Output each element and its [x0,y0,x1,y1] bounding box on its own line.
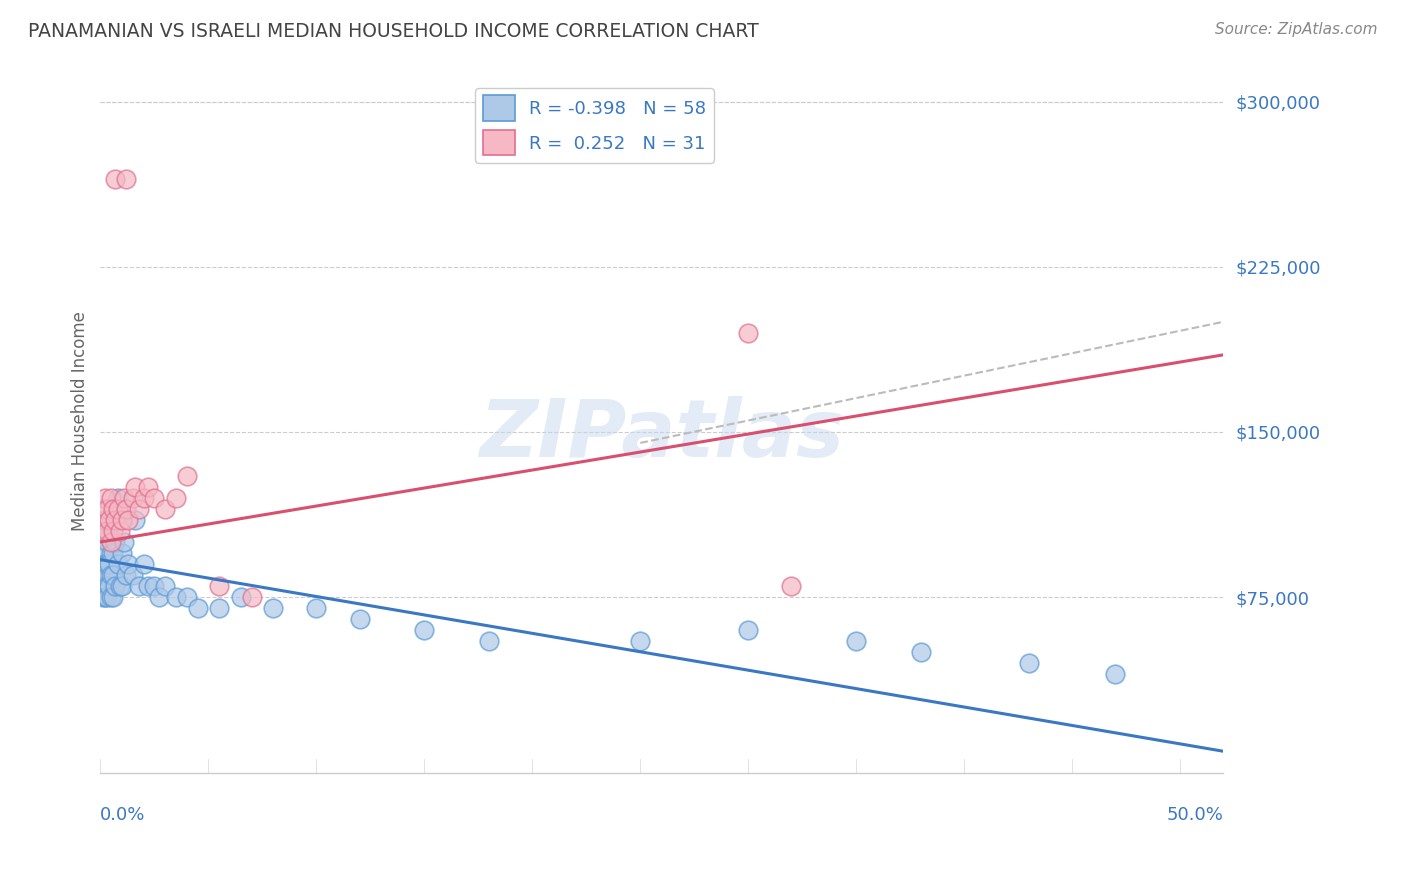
Point [111,546,134,560]
Point [103,590,125,604]
Point [165,590,187,604]
Point [240,590,263,604]
Point [208,601,231,615]
Legend: R = -0.398   N = 58, R =  0.252   N = 31: R = -0.398 N = 58, R = 0.252 N = 31 [475,88,714,162]
Point [104,535,127,549]
Point [737,326,759,340]
Point [112,535,135,549]
Point [93,513,115,527]
Text: 0.0%: 0.0% [100,806,146,824]
Point [111,513,134,527]
Point [103,546,125,560]
Point [96,557,118,571]
Point [737,623,759,637]
Point [98,557,121,571]
Point [104,171,127,186]
Point [96,568,118,582]
Point [91,579,114,593]
Point [186,601,208,615]
Point [115,568,138,582]
Point [136,480,159,494]
Point [910,645,932,659]
Text: Source: ZipAtlas.com: Source: ZipAtlas.com [1215,22,1378,37]
Point [262,601,284,615]
Point [128,579,150,593]
Point [628,634,651,648]
Point [136,579,159,593]
Point [124,513,146,527]
Point [107,491,129,505]
Point [91,557,114,571]
Point [103,568,125,582]
Point [91,502,114,516]
Point [117,557,139,571]
Point [117,513,139,527]
Point [100,590,122,604]
Point [98,524,121,538]
Point [124,480,146,494]
Point [115,171,138,186]
Point [413,623,436,637]
Point [103,524,125,538]
Point [104,579,127,593]
Point [100,491,122,505]
Point [153,579,176,593]
Point [143,491,166,505]
Point [93,590,115,604]
Text: ZIPatlas: ZIPatlas [479,396,845,474]
Point [132,557,155,571]
Point [143,579,166,593]
Point [132,491,155,505]
Point [1104,667,1126,681]
Point [96,502,118,516]
Point [93,546,115,560]
Point [98,513,121,527]
Text: 50.0%: 50.0% [1167,806,1223,824]
Point [148,590,170,604]
Point [780,579,803,593]
Point [100,546,122,560]
Point [153,502,176,516]
Point [107,502,129,516]
Point [93,568,115,582]
Point [93,557,115,571]
Point [96,590,118,604]
Point [91,568,114,582]
Y-axis label: Median Household Income: Median Household Income [72,311,89,531]
Point [108,524,131,538]
Point [176,469,198,483]
Point [91,524,114,538]
Point [176,590,198,604]
Point [104,513,127,527]
Point [845,634,868,648]
Point [108,579,131,593]
Point [103,502,125,516]
Point [165,491,187,505]
Point [93,491,115,505]
Point [121,491,143,505]
Point [128,502,150,516]
Point [111,579,134,593]
Point [96,524,118,538]
Point [208,579,231,593]
Point [349,612,371,626]
Point [93,579,115,593]
Point [100,535,122,549]
Point [96,535,118,549]
Point [100,568,122,582]
Point [98,579,121,593]
Point [1018,656,1040,670]
Point [305,601,328,615]
Point [112,491,135,505]
Point [96,579,118,593]
Point [115,502,138,516]
Point [100,513,122,527]
Text: PANAMANIAN VS ISRAELI MEDIAN HOUSEHOLD INCOME CORRELATION CHART: PANAMANIAN VS ISRAELI MEDIAN HOUSEHOLD I… [28,22,759,41]
Point [107,557,129,571]
Point [229,590,252,604]
Point [478,634,501,648]
Point [91,590,114,604]
Point [121,568,143,582]
